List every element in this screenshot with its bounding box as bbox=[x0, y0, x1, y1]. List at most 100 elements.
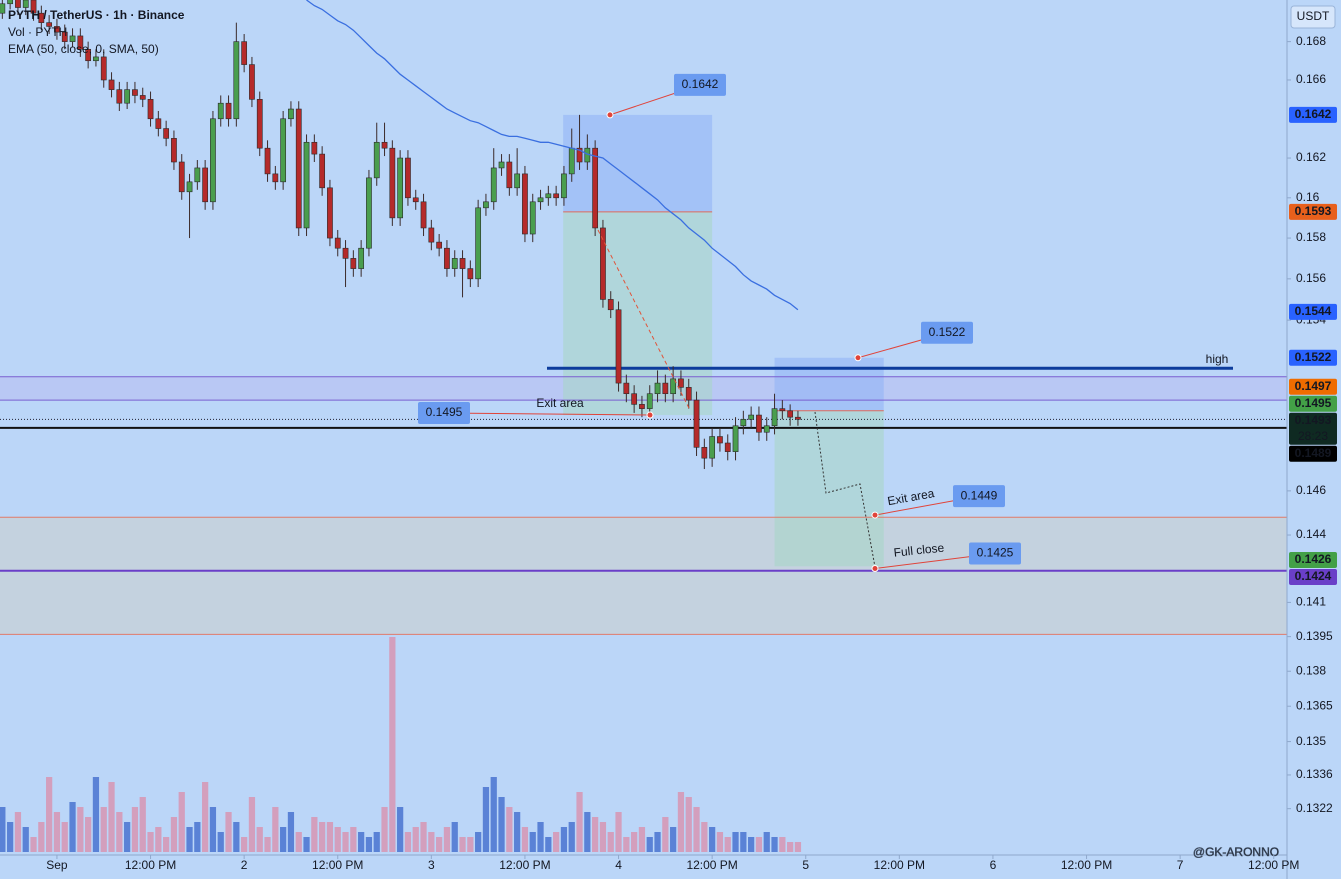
candle-body bbox=[444, 247, 450, 269]
volume-bar bbox=[420, 822, 427, 852]
volume-bar bbox=[365, 837, 373, 852]
volume-bar bbox=[701, 822, 708, 852]
callout-label: 0.1642 bbox=[682, 77, 719, 91]
volume-bar bbox=[178, 792, 185, 852]
volume-bar bbox=[514, 812, 521, 852]
price-badge bbox=[1289, 203, 1337, 220]
volume-bar bbox=[139, 797, 146, 852]
candle-body bbox=[358, 247, 365, 269]
x-tick-label: 4 bbox=[615, 858, 622, 872]
candle-body bbox=[795, 416, 801, 420]
watermark: @GK-ARONNO bbox=[1193, 845, 1279, 859]
callout-connector bbox=[443, 412, 651, 416]
candle-body bbox=[561, 173, 567, 199]
candle-body bbox=[233, 41, 240, 120]
candle-body bbox=[46, 22, 53, 27]
volume-bar bbox=[490, 777, 497, 852]
candle-body bbox=[15, 0, 21, 8]
currency-button[interactable] bbox=[1290, 5, 1336, 29]
volume-bar bbox=[771, 837, 778, 852]
volume-bar bbox=[280, 827, 287, 852]
candle-body bbox=[568, 147, 575, 175]
candle-body bbox=[607, 299, 614, 311]
volume-bar bbox=[451, 822, 458, 852]
candle-body bbox=[116, 89, 123, 104]
volume-bar bbox=[748, 837, 755, 852]
volume-bar bbox=[69, 802, 76, 852]
candle-body bbox=[631, 393, 638, 405]
x-tick-label: 6 bbox=[990, 858, 997, 872]
volume-bar bbox=[334, 827, 341, 852]
candle-body bbox=[124, 89, 131, 104]
candle-body bbox=[685, 387, 692, 401]
volume-bar bbox=[358, 832, 365, 852]
volume-bar bbox=[256, 827, 263, 852]
volume-bar bbox=[194, 822, 201, 852]
candle-body bbox=[436, 241, 443, 249]
candle-body bbox=[693, 399, 700, 448]
price-badge-label: 0.1544 bbox=[1295, 304, 1332, 318]
volume-bar bbox=[209, 807, 217, 852]
candle-body bbox=[163, 128, 170, 139]
x-tick-label: 12:00 PM bbox=[312, 858, 363, 872]
candle-body bbox=[498, 161, 505, 169]
volume-bar bbox=[467, 837, 474, 852]
price-badge-label: 0.1424 bbox=[1295, 569, 1332, 583]
candle-body bbox=[155, 118, 162, 129]
stop-zone bbox=[774, 357, 884, 411]
candle-body bbox=[38, 12, 45, 23]
projection bbox=[814, 411, 876, 568]
volume-bar bbox=[46, 777, 53, 852]
candle-body bbox=[54, 26, 60, 33]
volume-bar bbox=[436, 837, 443, 852]
volume-bar bbox=[0, 807, 6, 852]
volume-bar bbox=[443, 827, 451, 852]
currency-label[interactable]: USDT bbox=[1297, 9, 1330, 23]
callout-label: 0.1425 bbox=[977, 546, 1014, 560]
volume-bar bbox=[381, 807, 388, 852]
volume-bar bbox=[38, 822, 45, 852]
volume-bar bbox=[568, 822, 575, 852]
volume-bar bbox=[592, 817, 599, 852]
volume-bar bbox=[319, 822, 326, 852]
price-badge bbox=[1289, 349, 1337, 366]
candle-body bbox=[194, 167, 201, 183]
x-tick-label: 12:00 PM bbox=[874, 858, 925, 872]
x-tick-label: 3 bbox=[428, 858, 435, 872]
candle-body bbox=[30, 0, 37, 14]
volume-bar bbox=[116, 812, 123, 852]
x-tick-label: 7 bbox=[1177, 858, 1184, 872]
volume-bar bbox=[529, 832, 536, 852]
volume-bar bbox=[553, 832, 560, 852]
price-badge bbox=[1289, 569, 1337, 586]
callout-label: 0.1495 bbox=[426, 405, 463, 419]
volume-bar bbox=[623, 837, 630, 852]
ema-legend: EMA (50, close, 0, SMA, 50) bbox=[8, 42, 159, 56]
candle-body bbox=[475, 207, 482, 280]
volume-bar bbox=[584, 812, 591, 852]
volume-bar bbox=[685, 797, 692, 852]
volume-bar bbox=[779, 837, 786, 852]
candle-body bbox=[740, 419, 747, 427]
candle-body bbox=[93, 56, 99, 62]
x-tick-label: 12:00 PM bbox=[1248, 858, 1299, 872]
countdown: 28:23 bbox=[1298, 429, 1328, 443]
volume-bar bbox=[186, 827, 193, 852]
candle-body bbox=[202, 167, 209, 203]
candle-body bbox=[366, 177, 372, 249]
volume-bar bbox=[787, 842, 794, 852]
volume-bar bbox=[794, 842, 802, 852]
callout-label: 0.1522 bbox=[929, 325, 966, 339]
volume-bar bbox=[428, 832, 435, 852]
y-tick-label: 0.141 bbox=[1296, 595, 1326, 609]
candle-body bbox=[272, 173, 279, 183]
annotation: high bbox=[1206, 352, 1229, 366]
callout-box bbox=[674, 73, 726, 96]
candle-body bbox=[553, 193, 560, 199]
candle-body bbox=[186, 181, 193, 193]
y-tick-label: 0.16 bbox=[1296, 190, 1320, 204]
candle-body bbox=[327, 187, 333, 239]
candle-body bbox=[171, 138, 177, 163]
price-badge bbox=[1289, 303, 1337, 320]
